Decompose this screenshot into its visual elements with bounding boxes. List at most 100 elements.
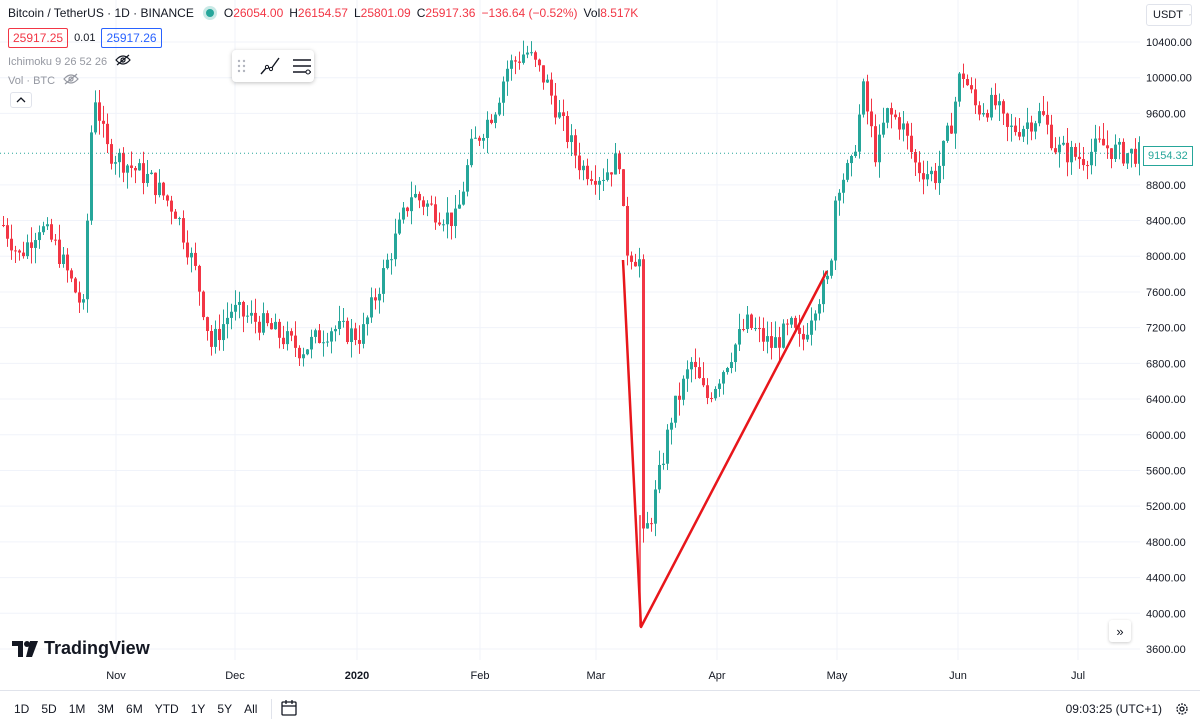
candle-body: [226, 317, 229, 325]
timeframe-1y[interactable]: 1Y: [190, 702, 206, 716]
timeframe-6m[interactable]: 6M: [126, 702, 143, 716]
timeframe-5y[interactable]: 5Y: [217, 702, 233, 716]
candle-body: [986, 113, 989, 118]
price-tick-label: 8800.00: [1146, 180, 1186, 192]
candle-body: [106, 123, 109, 145]
candle-body: [330, 331, 333, 342]
candle-body: [74, 278, 77, 293]
candle-body: [22, 252, 25, 257]
candle-body: [358, 339, 361, 344]
trend-line-icon[interactable]: [258, 54, 282, 78]
gear-icon[interactable]: [1174, 701, 1190, 720]
drawing-toolbar: [232, 50, 314, 82]
candle-body: [906, 123, 909, 136]
timeframe-all[interactable]: All: [244, 702, 258, 716]
candle-body: [802, 333, 805, 340]
indicator-volume[interactable]: Vol · BTC: [8, 73, 79, 88]
timeframe-1d[interactable]: 1D: [14, 702, 30, 716]
candle-body: [818, 304, 821, 314]
drag-handle-icon[interactable]: [236, 58, 248, 74]
candle-body: [562, 112, 565, 116]
candle-body: [742, 329, 745, 331]
timeframe-5d[interactable]: 5D: [41, 702, 57, 716]
candle-body: [242, 301, 245, 317]
eye-hidden-icon[interactable]: [115, 54, 131, 69]
candle-body: [758, 328, 761, 330]
candle-body: [298, 347, 301, 359]
candle-body: [766, 336, 769, 342]
candle-body: [142, 163, 145, 184]
candle-body: [1090, 151, 1093, 166]
candle-body: [1054, 148, 1057, 153]
candle-body: [654, 489, 657, 524]
price-axis[interactable]: 10400.00 10000.00 9600.00 8800.00 8400.00 800…: [1140, 0, 1200, 690]
candle-body: [1134, 148, 1137, 164]
candle-body: [874, 126, 877, 163]
collapse-legend-button[interactable]: [10, 92, 32, 108]
currency-selector[interactable]: USDT: [1146, 4, 1192, 26]
price-tick-label: 7600.00: [1146, 287, 1186, 299]
candle-body: [182, 218, 185, 243]
line-settings-icon[interactable]: [290, 54, 314, 78]
symbol-title[interactable]: Bitcoin / TetherUS · 1D · BINANCE: [8, 6, 194, 20]
time-tick-label: Jun: [949, 670, 967, 682]
candle-body: [570, 135, 573, 143]
candle-body: [146, 173, 149, 184]
candle-body: [414, 193, 417, 198]
indicator-ichimoku[interactable]: Ichimoku 9 26 52 26: [8, 54, 131, 69]
chart-area[interactable]: [0, 0, 1141, 690]
candle-body: [1074, 146, 1077, 157]
candle-body: [150, 172, 153, 174]
candle-body: [230, 311, 233, 318]
candle-body: [1042, 111, 1045, 115]
time-tick-label: Mar: [587, 670, 606, 682]
timeframe-1m[interactable]: 1M: [68, 702, 86, 716]
candle-body: [1130, 148, 1133, 154]
candle-body: [546, 79, 549, 83]
candle-body: [670, 422, 673, 430]
candle-body: [898, 117, 901, 130]
candle-body: [1138, 142, 1141, 164]
candle-body: [6, 225, 9, 239]
candle-body: [214, 328, 217, 347]
candle-body: [162, 182, 165, 196]
candle-body: [910, 135, 913, 152]
candle-body: [158, 182, 161, 196]
candle-body: [378, 293, 381, 301]
time-axis[interactable]: Nov Dec 2020 Feb Mar Apr May Jun Jul: [0, 660, 1140, 690]
candle-body: [634, 261, 637, 267]
candle-body: [1018, 132, 1021, 137]
price-tick-label: 4400.00: [1146, 573, 1186, 585]
candle-body: [1106, 145, 1109, 149]
candle-body: [478, 137, 481, 141]
spread-value: 0.01: [74, 32, 96, 44]
buy-price-button[interactable]: 25917.26: [101, 28, 162, 48]
candle-body: [638, 259, 641, 267]
sell-price-button[interactable]: 25917.25: [8, 28, 69, 48]
candle-body: [366, 317, 369, 325]
candle-body: [398, 219, 401, 234]
candle-body: [934, 170, 937, 184]
drawn-trend-lines[interactable]: [621, 259, 829, 629]
price-chart[interactable]: [0, 0, 1141, 690]
candle-body: [966, 79, 969, 86]
calendar-range-icon[interactable]: [280, 699, 298, 720]
candle-body: [166, 195, 169, 201]
candle-body: [714, 388, 717, 399]
eye-hidden-icon[interactable]: [63, 73, 79, 88]
time-tick-label: 2020: [345, 670, 369, 682]
candle-body: [754, 328, 757, 330]
candle-body: [558, 112, 561, 118]
price-tick-label: 6000.00: [1146, 430, 1186, 442]
price-tick-label: 7200.00: [1146, 323, 1186, 335]
timeframe-3m[interactable]: 3M: [97, 702, 115, 716]
candle-body: [838, 192, 841, 201]
candle-body: [362, 324, 365, 344]
tradingview-logo[interactable]: TradingView: [12, 638, 150, 659]
candle-body: [622, 169, 625, 206]
candle-body: [350, 328, 353, 343]
candle-body: [462, 191, 465, 205]
scroll-to-realtime-button[interactable]: »: [1109, 620, 1131, 642]
timeframe-ytd[interactable]: YTD: [154, 702, 179, 716]
clock-timezone[interactable]: 09:03:25 (UTC+1): [1065, 702, 1162, 716]
